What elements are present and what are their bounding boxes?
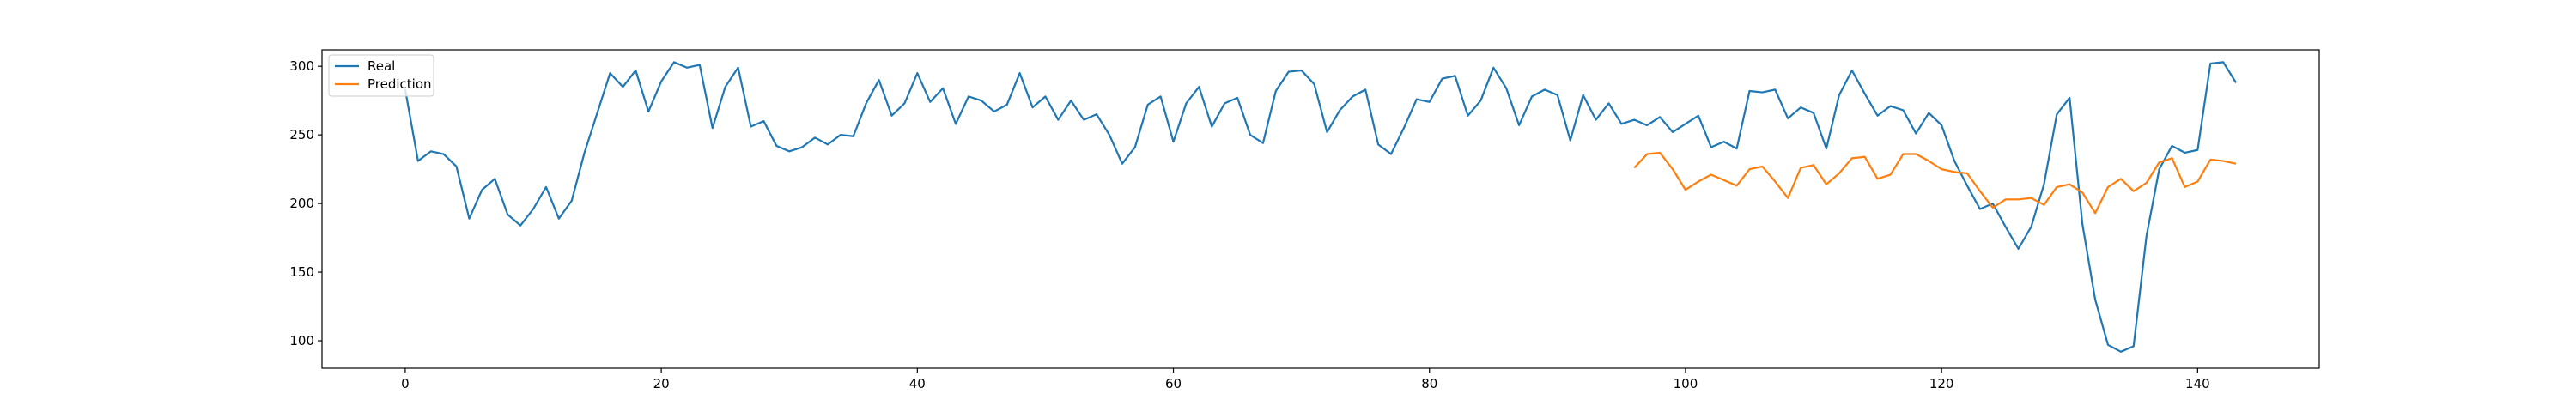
x-tick-label: 60 xyxy=(1165,376,1182,391)
x-tick-label: 140 xyxy=(2185,376,2210,391)
y-tick-label: 200 xyxy=(289,196,314,211)
y-tick-label: 300 xyxy=(289,58,314,74)
x-tick-label: 0 xyxy=(401,376,410,391)
plot-area xyxy=(322,50,2319,368)
y-tick-label: 150 xyxy=(289,264,314,280)
y-tick-label: 100 xyxy=(289,333,314,348)
legend: Real Prediction xyxy=(328,54,434,97)
legend-label-prediction: Prediction xyxy=(368,76,432,92)
x-tick-label: 40 xyxy=(909,376,926,391)
x-tick-label: 20 xyxy=(653,376,670,391)
series-line-prediction xyxy=(1633,151,2237,215)
x-tick-label: 80 xyxy=(1421,376,1437,391)
axis-ticks: 0 20 40 60 80 100 120 140 100 150 200 250 300 xyxy=(289,58,2209,391)
plot-frame xyxy=(321,49,2320,369)
y-tick-label: 250 xyxy=(289,127,314,142)
legend-label-real: Real xyxy=(368,58,395,74)
x-tick-label: 100 xyxy=(1674,376,1698,391)
series-layer xyxy=(404,61,2238,353)
series-line-real xyxy=(404,61,2238,353)
x-tick-label: 120 xyxy=(1929,376,1954,391)
